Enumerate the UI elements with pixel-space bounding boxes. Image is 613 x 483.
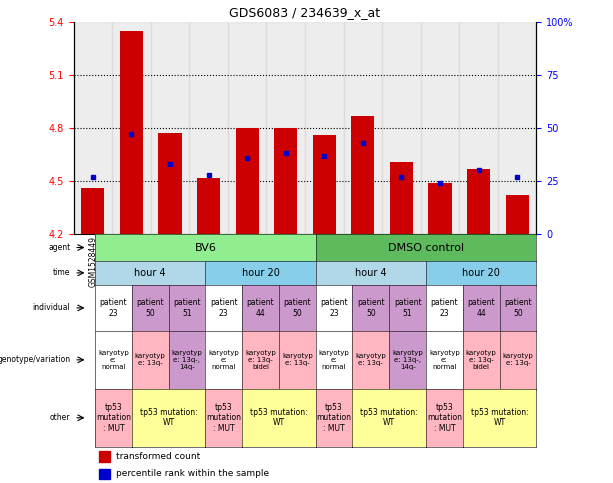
Text: percentile rank within the sample: percentile rank within the sample — [116, 469, 269, 479]
Bar — [82, 188, 104, 234]
Bar — [197, 178, 220, 234]
Text: patient
23: patient 23 — [430, 298, 459, 318]
Text: karyotyp
e: 13q-,
14q-: karyotyp e: 13q-, 14q- — [172, 350, 202, 370]
Bar — [390, 162, 413, 234]
Text: karyotyp
e:
normal: karyotyp e: normal — [208, 350, 239, 370]
Text: DMSO control: DMSO control — [388, 242, 464, 253]
Text: karyotyp
e: 13q-: karyotyp e: 13q- — [135, 354, 166, 366]
Text: patient
51: patient 51 — [173, 298, 201, 318]
Bar — [267, 22, 305, 234]
Bar — [158, 133, 181, 234]
Text: individual: individual — [32, 303, 70, 313]
Text: hour 4: hour 4 — [355, 268, 387, 278]
Bar — [99, 469, 110, 479]
Bar — [151, 22, 189, 234]
Text: patient
50: patient 50 — [357, 298, 385, 318]
Text: hour 20: hour 20 — [242, 268, 280, 278]
Bar — [305, 22, 343, 234]
Text: transformed count: transformed count — [116, 452, 200, 461]
Text: tp53 mutation:
WT: tp53 mutation: WT — [140, 408, 197, 427]
Text: karyotyp
e: 13q-: karyotyp e: 13q- — [503, 354, 533, 366]
Text: karyotyp
e: 13q-,
14q-: karyotyp e: 13q-, 14q- — [392, 350, 423, 370]
Bar — [498, 22, 536, 234]
Bar — [120, 30, 143, 234]
Bar — [467, 169, 490, 234]
Text: tp53
mutation
: MUT: tp53 mutation : MUT — [96, 403, 131, 433]
Bar — [112, 22, 151, 234]
Bar — [189, 22, 228, 234]
Title: GDS6083 / 234639_x_at: GDS6083 / 234639_x_at — [229, 6, 381, 19]
Text: hour 20: hour 20 — [462, 268, 500, 278]
Bar — [313, 135, 336, 234]
Bar — [228, 22, 267, 234]
Text: BV6: BV6 — [194, 242, 216, 253]
Text: patient
44: patient 44 — [467, 298, 495, 318]
Text: genotype/variation: genotype/variation — [0, 355, 70, 364]
Bar — [506, 195, 528, 234]
Text: karyotyp
e: 13q-: karyotyp e: 13q- — [282, 354, 313, 366]
Bar — [343, 22, 382, 234]
Bar — [428, 183, 452, 234]
Bar — [99, 451, 110, 462]
Bar — [274, 128, 297, 234]
Text: karyotyp
e:
normal: karyotyp e: normal — [98, 350, 129, 370]
Bar — [235, 128, 259, 234]
Bar — [459, 22, 498, 234]
Text: tp53
mutation
: MUT: tp53 mutation : MUT — [316, 403, 352, 433]
Text: patient
44: patient 44 — [246, 298, 275, 318]
Text: tp53
mutation
: MUT: tp53 mutation : MUT — [206, 403, 242, 433]
Text: tp53 mutation:
WT: tp53 mutation: WT — [360, 408, 418, 427]
Text: patient
50: patient 50 — [136, 298, 164, 318]
Text: patient
23: patient 23 — [99, 298, 128, 318]
Text: agent: agent — [48, 243, 70, 252]
Bar — [74, 22, 112, 234]
Text: karyotyp
e: 13q-: karyotyp e: 13q- — [356, 354, 386, 366]
Text: patient
50: patient 50 — [504, 298, 532, 318]
Bar — [382, 22, 421, 234]
Text: patient
51: patient 51 — [394, 298, 422, 318]
Text: patient
23: patient 23 — [320, 298, 348, 318]
Text: karyotyp
e: 13q-
bidel: karyotyp e: 13q- bidel — [245, 350, 276, 370]
Text: hour 4: hour 4 — [134, 268, 166, 278]
Bar — [421, 22, 459, 234]
Text: patient
50: patient 50 — [283, 298, 311, 318]
Text: tp53 mutation:
WT: tp53 mutation: WT — [471, 408, 528, 427]
Text: patient
23: patient 23 — [210, 298, 238, 318]
Text: tp53 mutation:
WT: tp53 mutation: WT — [250, 408, 308, 427]
Text: other: other — [50, 413, 70, 422]
Text: karyotyp
e:
normal: karyotyp e: normal — [429, 350, 460, 370]
Bar — [351, 115, 375, 234]
Text: karyotyp
e: 13q-
bidel: karyotyp e: 13q- bidel — [466, 350, 497, 370]
Text: tp53
mutation
: MUT: tp53 mutation : MUT — [427, 403, 462, 433]
Text: time: time — [53, 269, 70, 277]
Text: karyotyp
e:
normal: karyotyp e: normal — [319, 350, 349, 370]
